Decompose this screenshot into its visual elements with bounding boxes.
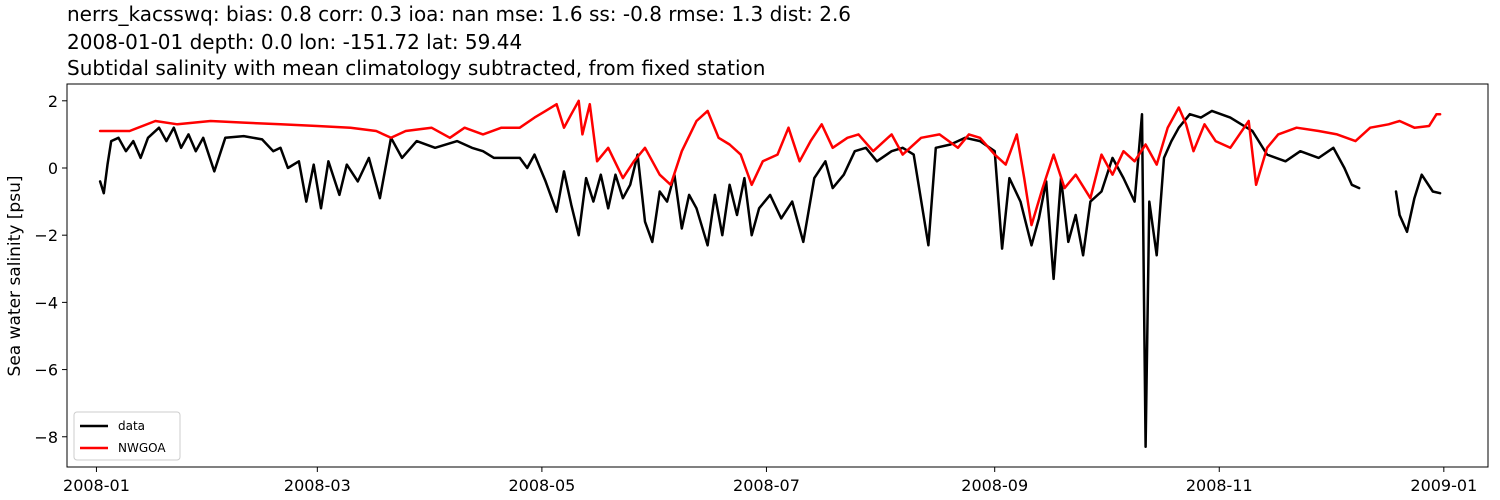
- x-tick-label: 2008-05: [508, 476, 575, 495]
- legend-label-data: data: [118, 419, 145, 433]
- y-tick-label: 2: [48, 92, 58, 111]
- plot-area-frame: [66, 83, 1489, 468]
- y-tick-label: −4: [34, 293, 58, 312]
- series-line-data: [98, 109, 1442, 449]
- x-tick-label: 2008-03: [284, 476, 351, 495]
- y-tick-label: −6: [34, 361, 58, 380]
- legend-label-nwgoa: NWGOA: [118, 441, 166, 455]
- series-layer: [98, 99, 1442, 449]
- y-tick-label: −8: [34, 428, 58, 447]
- y-axis: 2 0 −2 −4 −6 −8: [34, 92, 67, 447]
- y-tick-label: −2: [34, 226, 58, 245]
- chart-title-stats: nerrs_kacsswq: bias: 0.8 corr: 0.3 ioa: …: [67, 2, 852, 26]
- x-tick-label: 2008-07: [733, 476, 800, 495]
- chart-title-location: 2008-01-01 depth: 0.0 lon: -151.72 lat: …: [67, 30, 523, 54]
- x-tick-label: 2009-01: [1410, 476, 1477, 495]
- x-tick-label: 2008-09: [961, 476, 1028, 495]
- legend: data NWGOA: [73, 411, 181, 461]
- series-line-nwgoa: [98, 99, 1442, 227]
- x-axis: 2008-01 2008-03 2008-05 2008-07 2008-09 2008-…: [63, 467, 1477, 495]
- y-tick-label: 0: [48, 159, 58, 178]
- x-tick-label: 2008-01: [63, 476, 130, 495]
- y-axis-label: Sea water salinity [psu]: [5, 176, 25, 377]
- chart-title-description: Subtidal salinity with mean climatology …: [67, 56, 766, 80]
- x-tick-label: 2008-11: [1186, 476, 1253, 495]
